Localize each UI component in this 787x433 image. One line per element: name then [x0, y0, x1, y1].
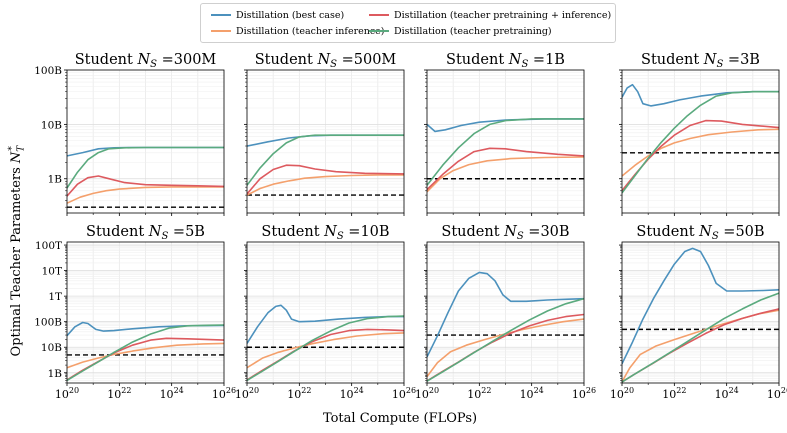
series-line-best [247, 304, 404, 344]
panel-6: 1020 1022 1024 1026 Student NS =30B [415, 224, 596, 401]
y-tick-label: 1B [48, 174, 63, 186]
x-tick-label: 1022 [107, 386, 131, 401]
panel-4: 1020 1022 1024 1026 1B 10B 100B 1T 10T 100T Studen… [34, 224, 236, 401]
legend-swatch-pretrain-inference [369, 13, 389, 16]
x-tick-label: 1020 [55, 386, 79, 401]
legend-label-pretrain-inference: Distillation (teacher pretraining + infe… [394, 10, 612, 21]
x-tick-label: 1020 [235, 386, 259, 401]
series-line-pretrain_inference [67, 175, 224, 197]
y-tick-label: 10B [41, 342, 62, 354]
y-tick-label: 10T [42, 266, 62, 278]
x-tick-label: 1024 [160, 386, 184, 401]
y-tick-label: 100B [34, 317, 62, 329]
series-line-pretraining [622, 90, 779, 194]
legend-item-best-case: Distillation (best case) [211, 10, 344, 22]
x-axis-label: Total Compute (FLOPs) [322, 411, 478, 426]
panel-0: 1B 10B 100B Student NS =300M [34, 52, 225, 216]
x-tick-label: 1026 [767, 386, 787, 401]
series-line-pretraining [247, 134, 404, 186]
y-axis-label: Optimal Teacher Parameters NT* [7, 145, 27, 357]
panel-title: Student NS =300M [75, 52, 217, 70]
x-tick-label: 1026 [212, 386, 236, 401]
series-line-best [67, 321, 224, 337]
legend-label-teacher-inference: Distillation (teacher inference) [236, 26, 385, 37]
legend-item-teacher-inference: Distillation (teacher inference) [211, 26, 385, 38]
legend-item-pretrain-inference: Distillation (teacher pretraining + infe… [369, 10, 611, 22]
y-tick-label: 100B [34, 65, 62, 77]
x-tick-label: 1024 [340, 386, 364, 401]
y-tick-label: 1B [48, 368, 63, 380]
series-line-inference [622, 128, 779, 177]
legend-label-teacher-pretraining: Distillation (teacher pretraining) [394, 26, 552, 37]
x-tick-label: 1020 [610, 386, 634, 401]
panel-1: Student NS =500M [244, 52, 405, 216]
panel-3: Student NS =3B [619, 52, 780, 216]
panel-5: 1020 1022 1024 1026 Student NS =10B [235, 224, 416, 401]
legend-label-best-case: Distillation (best case) [236, 10, 345, 21]
series-line-pretraining [427, 118, 584, 186]
series-line-best [427, 271, 584, 358]
series-line-best [622, 247, 779, 365]
panel-title: Student NS =1B [446, 52, 565, 70]
y-tick-label: 10B [41, 119, 62, 131]
x-tick-label: 1022 [467, 386, 491, 401]
x-tick-label: 1026 [572, 386, 596, 401]
panel-title: Student NS =10B [261, 224, 389, 242]
series-line-pretrain_inference [427, 147, 584, 191]
legend-swatch-best-case [211, 13, 231, 16]
x-tick-label: 1022 [287, 386, 311, 401]
x-tick-label: 1022 [662, 386, 686, 401]
series-line-inference [427, 156, 584, 193]
panel-2: Student NS =1B [424, 52, 585, 216]
x-tick-label: 1024 [520, 386, 544, 401]
series-line-inference [427, 318, 584, 378]
panel-title: Student NS =50B [636, 224, 764, 242]
series-line-pretraining [427, 297, 584, 382]
legend: Distillation (best case) Distillation (t… [200, 3, 616, 43]
y-tick-label: 1T [48, 291, 62, 303]
y-tick-label: 100T [35, 240, 62, 252]
series-line-pretraining [622, 292, 779, 383]
x-tick-label: 1020 [415, 386, 439, 401]
series-line-pretraining [247, 315, 404, 382]
series-line-inference [67, 342, 224, 369]
series-line-pretraining [67, 146, 224, 189]
x-tick-label: 1024 [715, 386, 739, 401]
panel-title: Student NS =500M [255, 52, 397, 70]
legend-swatch-teacher-pretraining [369, 29, 389, 32]
series-line-pretrain_inference [247, 164, 404, 195]
legend-swatch-teacher-inference [211, 29, 231, 32]
series-line-inference [247, 174, 404, 196]
panel-title: Student NS =3B [641, 52, 760, 70]
panel-title: Student NS =5B [86, 224, 205, 242]
series-line-inference [247, 332, 404, 369]
panel-title: Student NS =30B [441, 224, 569, 242]
panel-7: 1020 1022 1024 1026 Student NS =50B [610, 224, 787, 401]
series-line-inference [67, 186, 224, 204]
series-line-pretraining [67, 324, 224, 382]
legend-item-teacher-pretraining: Distillation (teacher pretraining) [369, 26, 552, 38]
x-tick-label: 1026 [392, 386, 416, 401]
